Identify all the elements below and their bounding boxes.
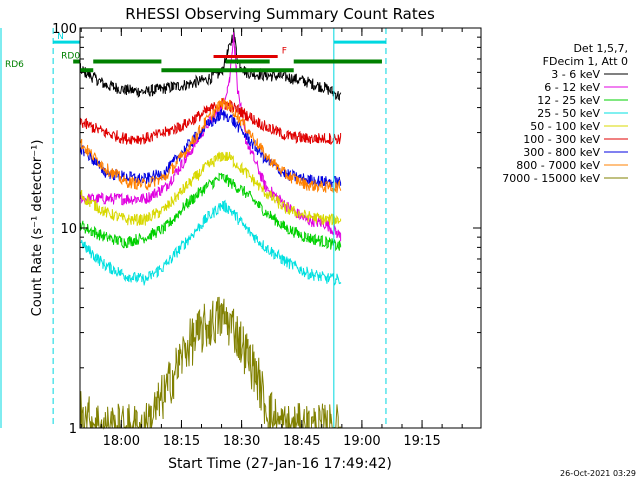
annotation-label-decim: RD0 [61, 51, 80, 61]
x-tick-label: 19:00 [343, 434, 380, 449]
legend-label: 6 - 12 keV [544, 81, 600, 94]
series-line-0 [80, 28, 342, 102]
x-axis-label: Start Time (27-Jan-16 17:49:42) [168, 456, 392, 472]
x-tick-label: 18:00 [103, 434, 140, 449]
chart-title: RHESSI Observing Summary Count Rates [125, 5, 435, 23]
series-line-2 [80, 172, 342, 252]
y-tick-label: 100 [52, 22, 77, 37]
x-axis: 18:00 18:15 18:30 18:45 19:00 19:15 [80, 28, 463, 449]
legend-header: FDecim 1, Att 0 [543, 55, 628, 68]
legend-label: 100 - 300 keV [523, 133, 600, 146]
legend-label: 3 - 6 keV [551, 68, 600, 81]
series-line-7 [80, 97, 342, 194]
series-line-3 [80, 199, 342, 286]
y-tick-label: 10 [60, 222, 77, 237]
legend-label: 800 - 7000 keV [516, 159, 600, 172]
annotation-label-flare: F [282, 47, 287, 57]
y-tick-label: 1 [69, 422, 77, 437]
series-line-4 [80, 151, 342, 226]
x-tick-label: 18:15 [163, 434, 200, 449]
legend-header: Det 1,5,7, [573, 42, 628, 55]
x-tick-label: 18:30 [223, 434, 260, 449]
plot-area: N F RD0 RD6 [0, 28, 387, 430]
legend-label: 25 - 50 keV [537, 107, 600, 120]
annotation-label-night: N [57, 32, 64, 42]
legend-label: 12 - 25 keV [537, 94, 600, 107]
footer-date: 26-Oct-2021 03:29 [560, 469, 636, 478]
legend-label: 300 - 800 keV [523, 146, 600, 159]
legend-label: 7000 - 15000 keV [502, 172, 600, 185]
y-axis-label: Count Rate (s⁻¹ detector⁻¹) [30, 140, 45, 317]
legend-label: 50 - 100 keV [530, 120, 600, 133]
series-line-1 [80, 32, 342, 242]
annotation-label-decim: RD6 [5, 60, 24, 70]
y-axis: 1 10 100 [52, 22, 481, 437]
series-line-8 [80, 296, 342, 430]
x-tick-label: 19:15 [403, 434, 440, 449]
x-tick-label: 18:45 [283, 434, 320, 449]
